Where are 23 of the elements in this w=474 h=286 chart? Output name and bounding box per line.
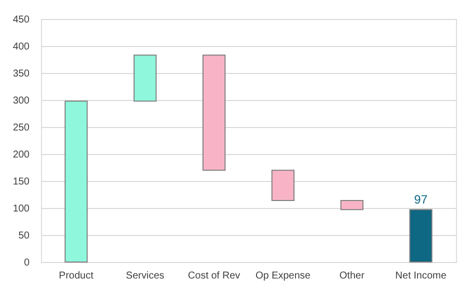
y-tick-label: 300: [12, 96, 30, 106]
y-tick-label: 200: [12, 150, 30, 160]
y-tick-label: 350: [12, 68, 30, 80]
data-label: 97: [414, 192, 428, 207]
bar: [409, 209, 432, 262]
x-tick-label: Net Income: [395, 270, 447, 282]
x-tick-label: Other: [339, 270, 366, 282]
y-tick-label: 0: [24, 258, 30, 268]
y-tick-label: 250: [12, 122, 30, 134]
bar: [202, 54, 226, 171]
x-tick-label: Product: [58, 270, 94, 282]
x-tick-label: Op Expense: [255, 270, 311, 282]
bar: [134, 54, 157, 102]
x-tick-label: Services: [126, 270, 164, 282]
y-tick-label: 400: [12, 42, 30, 52]
bar: [271, 170, 294, 201]
x-tick-label: Cost of Rev: [188, 270, 240, 282]
y-tick-label: 50: [18, 230, 30, 242]
bar: [64, 100, 88, 262]
bar: [340, 200, 364, 210]
y-tick-label: 450: [12, 14, 30, 26]
y-tick-label: 100: [12, 204, 30, 214]
y-tick-label: 150: [12, 176, 30, 188]
